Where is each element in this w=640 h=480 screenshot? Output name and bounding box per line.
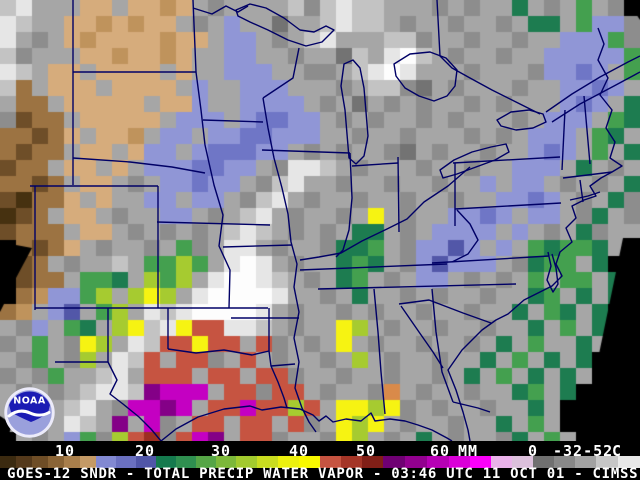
colorbar-swatch: [136, 456, 156, 468]
colorbar-swatch: [491, 456, 512, 468]
scale-tick-label: 20: [135, 442, 156, 460]
colorbar-swatch: [554, 456, 575, 468]
colorbar-swatch: [470, 456, 491, 468]
colorbar-swatch: [405, 456, 427, 468]
colorbar-swatch: [449, 456, 470, 468]
colorbar-swatch: [362, 456, 383, 468]
scale-tick-label: 50: [356, 442, 377, 460]
title-text: GOES-12 SNDR - TOTAL PRECIP WATER VAPOR …: [7, 466, 639, 480]
scale-tick-label: 40: [289, 442, 310, 460]
noaa-logo: NOAA: [4, 387, 55, 438]
colorbar-swatch: [48, 456, 64, 468]
scale-tick-label: 10: [55, 442, 76, 460]
colorbar-swatch: [80, 456, 96, 468]
scale-tick-label: 30: [211, 442, 232, 460]
scale-tick-label: 0: [528, 442, 539, 460]
colorbar-swatch: [116, 456, 136, 468]
colorbar: [0, 456, 640, 468]
colorbar-swatch: [383, 456, 405, 468]
colorbar-swatch: [341, 456, 362, 468]
colorbar-swatch: [176, 456, 196, 468]
colorbar-swatch: [533, 456, 554, 468]
title-bar: GOES-12 SNDR - TOTAL PRECIP WATER VAPOR …: [0, 466, 640, 480]
colorbar-swatch: [512, 456, 533, 468]
colorbar-swatch: [236, 456, 257, 468]
colorbar-swatch: [0, 456, 16, 468]
colorbar-swatch: [278, 456, 299, 468]
colorbar-swatch: [156, 456, 176, 468]
colorbar-swatch: [575, 456, 596, 468]
colorbar-swatch: [320, 456, 341, 468]
precip-water-raster-map: [0, 0, 640, 441]
colorbar-swatch: [257, 456, 278, 468]
colorbar-swatch: [618, 456, 640, 468]
colorbar-swatch: [596, 456, 618, 468]
scale-tick-label: MM: [458, 442, 479, 460]
colorbar-swatch: [96, 456, 116, 468]
scale-tick-label: 60: [430, 442, 451, 460]
colorbar-swatch: [216, 456, 236, 468]
colorbar-swatch: [299, 456, 320, 468]
colorbar-swatch: [32, 456, 48, 468]
scale-label-bar: 10 20 30 40 50 60 MM 0 -32-52 C: [0, 441, 640, 460]
scale-tick-label: C: [612, 442, 623, 460]
logo-text: NOAA: [13, 396, 46, 407]
logo-gull-icon: [7, 409, 51, 418]
colorbar-swatch: [16, 456, 32, 468]
scale-tick-label: -32-52: [553, 442, 614, 460]
colorbar-swatch: [427, 456, 449, 468]
colorbar-swatch: [64, 456, 80, 468]
colorbar-swatch: [196, 456, 216, 468]
